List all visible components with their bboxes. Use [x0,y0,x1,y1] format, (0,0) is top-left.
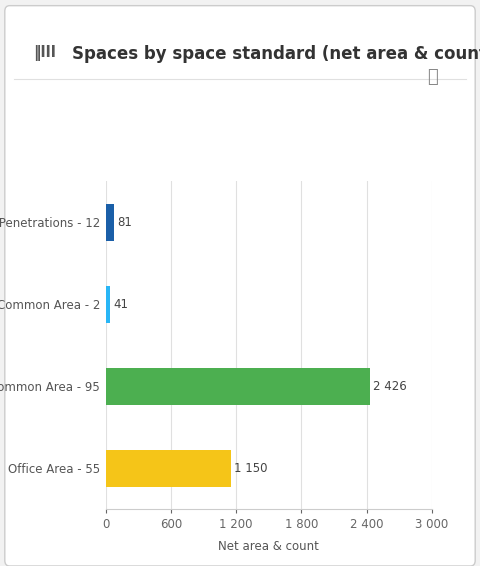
Bar [106,450,231,487]
Text: ⎙: ⎙ [427,68,437,86]
Bar [106,204,114,241]
Text: 41: 41 [113,298,128,311]
Bar [106,286,110,323]
Text: 81: 81 [118,216,132,229]
Bar [106,368,370,405]
Text: ‖lll: ‖lll [34,45,57,61]
Text: 2 426: 2 426 [373,380,407,393]
X-axis label: Net area & count: Net area & count [218,540,319,553]
Text: 1 150: 1 150 [234,462,267,475]
Text: Spaces by space standard (net area & count): Spaces by space standard (net area & cou… [72,45,480,63]
